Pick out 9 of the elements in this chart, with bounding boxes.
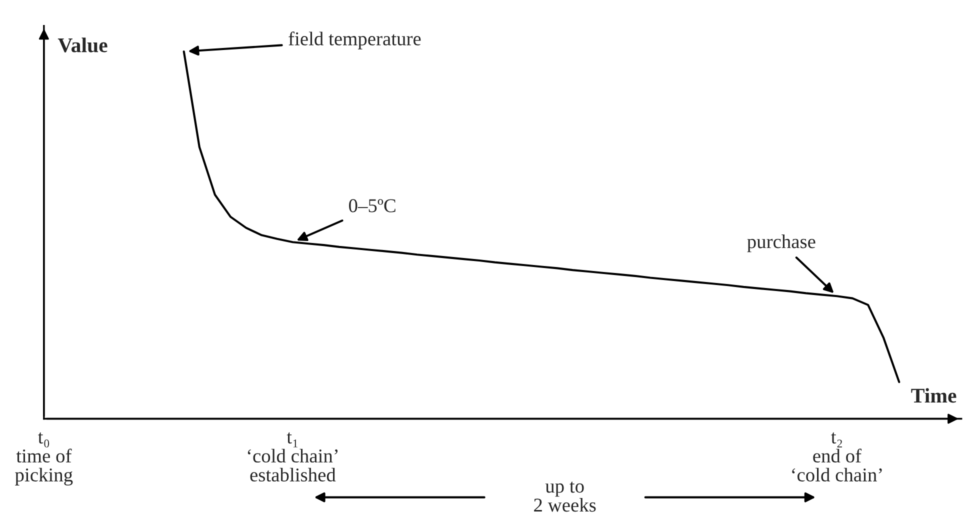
x-tick-label: t₁ ‘cold chain’ established: [248, 432, 338, 482]
x-tick-label: t₂ end of ‘cold chain’: [792, 432, 882, 482]
text: field temperature: [288, 32, 421, 50]
y-axis-title: Value: [58, 38, 108, 52]
text: up to 2 weeks: [534, 482, 596, 512]
x-tick-label: t₀ time of picking: [15, 432, 73, 486]
annotation: 0–5ºC: [349, 199, 396, 212]
x-axis-title: Time: [911, 388, 956, 403]
annotation: purchase: [747, 234, 816, 252]
